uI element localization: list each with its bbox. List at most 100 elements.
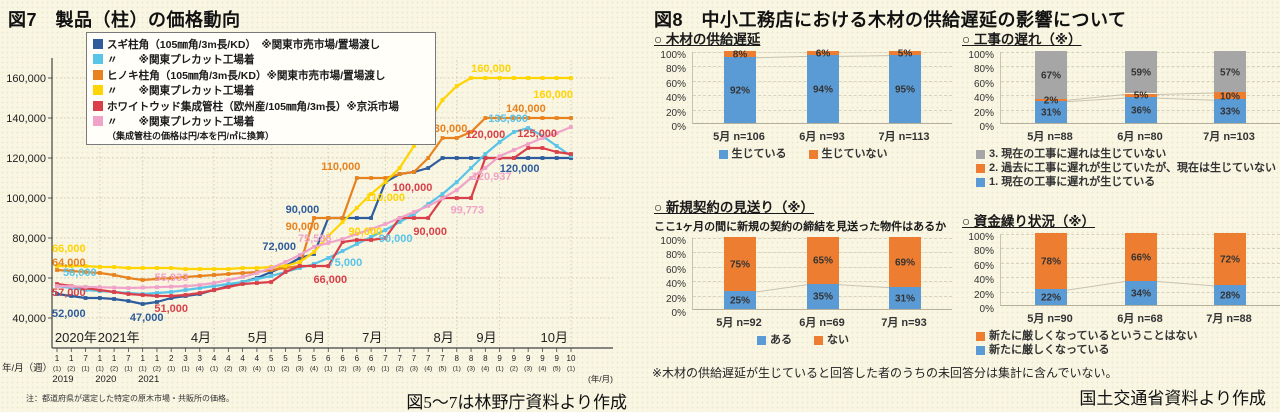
series-marker — [383, 180, 388, 184]
x-year-label: 2021 — [138, 374, 159, 385]
series-marker — [554, 116, 559, 120]
month-label: 10月 — [541, 330, 568, 345]
x-week-number: (1) — [139, 366, 147, 373]
series-marker — [397, 220, 402, 224]
bar-segment — [889, 237, 921, 287]
legend-label: 〃 ※関東プレカット工場着 — [107, 116, 255, 128]
series-marker — [254, 266, 259, 270]
series-marker — [554, 150, 559, 154]
x-week-number: (3) — [353, 366, 361, 373]
legend-item: 1. 現在の工事に遅れが生じている — [976, 175, 1280, 189]
fig8-chart-heading: ○ 木材の供給遅延 — [654, 32, 761, 47]
fig8-chart-supply-delay: ○ 木材の供給遅延 0% 20% 40% 60% 80% 100% 92% 8% 94% 6% 9… — [654, 28, 952, 161]
series-marker — [240, 266, 245, 270]
x-week-number: (4) — [538, 366, 546, 373]
bar-segment — [807, 55, 839, 123]
category-label: 7月 n=113 — [878, 131, 930, 143]
data-label: 135,000 — [488, 113, 528, 125]
x-month-number: 7 — [383, 354, 388, 363]
data-label: 66,000 — [313, 274, 347, 286]
legend-item-hinoki-ichiba: ヒノキ柱角（105㎜角/3m長/KD）※関東市売市場/置場渡し — [93, 67, 430, 83]
data-label: 57,000 — [52, 287, 86, 299]
bar-value-label: 59% — [1130, 67, 1152, 79]
series-marker — [426, 156, 431, 160]
x-month-number: 6 — [369, 354, 374, 363]
series-marker — [483, 76, 488, 80]
data-label: 47,000 — [130, 312, 164, 324]
bar-segment — [1214, 92, 1246, 100]
series-marker — [169, 276, 174, 280]
data-label: 90,000 — [413, 226, 447, 238]
series-marker — [155, 294, 159, 298]
legend-swatch-icon — [976, 345, 985, 355]
fig8-chart-heading: ○ 工事の遅れ（※） — [962, 32, 1082, 47]
x-week-number: (4) — [310, 366, 318, 373]
bar-value-label: 8% — [732, 49, 748, 61]
series-marker — [83, 288, 88, 292]
bar-value-label: 92% — [729, 85, 751, 97]
series-marker — [426, 204, 431, 208]
data-label: 75,000 — [329, 257, 363, 269]
x-week-number: (1) — [567, 366, 575, 373]
x-week-number: (1) — [53, 366, 61, 373]
y-tick-label: 40% — [665, 279, 686, 291]
series-marker — [126, 292, 131, 296]
category-label: 7月 n=88 — [1206, 313, 1252, 325]
series-marker — [454, 136, 459, 140]
bar-value-label: 5% — [1133, 90, 1149, 102]
bar-segment — [1125, 51, 1157, 94]
legend-swatch-icon — [93, 69, 103, 80]
series-marker — [354, 242, 359, 246]
bar-segment — [1125, 280, 1157, 305]
x-week-number: (2) — [339, 366, 347, 373]
series-marker — [483, 166, 488, 170]
x-week-number: (1) — [324, 366, 332, 373]
data-label: 90,000 — [349, 226, 383, 238]
bar-segment — [1125, 97, 1157, 123]
x-week-number: (2) — [281, 366, 289, 373]
series-marker — [83, 284, 88, 289]
series-marker — [97, 296, 102, 300]
x-week-number: (4) — [424, 366, 432, 373]
series-marker — [511, 148, 516, 152]
y-tick-label: 100,000 — [6, 193, 46, 205]
bar-segment — [1035, 100, 1067, 123]
series-marker — [511, 116, 516, 120]
series-marker — [269, 274, 274, 278]
series-marker — [440, 136, 445, 140]
fig8-chart-body: 0% 20% 40% 60% 80% 100% 25% 75% 35% 65% 31% 69% — [654, 236, 952, 319]
legend-swatch-icon — [976, 149, 985, 159]
series-marker — [312, 252, 316, 256]
series-marker — [412, 212, 416, 216]
series-marker — [483, 116, 488, 120]
x-week-number: (2) — [224, 366, 232, 373]
series-marker — [569, 76, 573, 80]
series-marker — [254, 271, 259, 275]
y-tick-label: 60% — [665, 264, 686, 276]
x-month-number: 8 — [469, 354, 474, 363]
bar-value-label: 95% — [894, 84, 916, 96]
legend-item-sugi-precut: 〃 ※関東プレカット工場着 — [93, 52, 430, 68]
series-marker — [283, 270, 288, 274]
series-marker — [340, 220, 345, 224]
series-marker — [326, 234, 331, 238]
series-marker — [226, 278, 231, 282]
y-tick-label: 0% — [671, 308, 686, 319]
series-marker — [569, 154, 573, 158]
x-month-number: 4 — [212, 354, 217, 363]
series-marker — [312, 262, 316, 266]
series-marker — [440, 98, 445, 102]
series-marker — [169, 284, 174, 289]
legend-swatch-icon — [976, 177, 985, 187]
bar-value-label: 5% — [897, 48, 913, 60]
x-week-number: (1) — [453, 366, 461, 373]
category-labels: 5月 n=90 6月 n=68 7月 n=88 — [962, 310, 1280, 326]
y-tick-label: 80% — [973, 246, 994, 258]
y-tick-label: 80% — [665, 250, 686, 262]
series-marker — [97, 271, 102, 275]
fig8-chart-construction-delay: ○ 工事の遅れ（※） 0% 20% 40% 60% 80% 100% 31% 2% 67% 36… — [962, 28, 1280, 189]
x-month-number: 5 — [312, 354, 317, 363]
bar-segment — [889, 286, 921, 309]
legend-item: ある — [757, 333, 792, 347]
series-marker — [354, 238, 359, 242]
